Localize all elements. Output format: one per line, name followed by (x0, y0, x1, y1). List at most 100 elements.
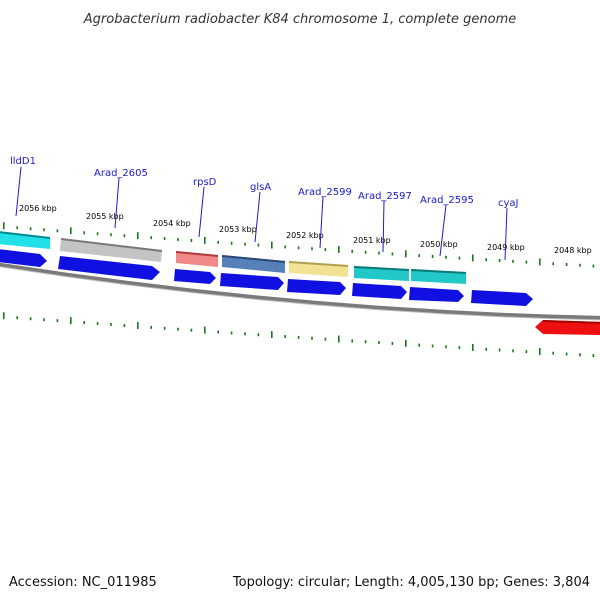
scale-tick (271, 331, 273, 339)
gene-label-cyaJ[interactable]: cyaJ (498, 198, 519, 209)
scale-tick (539, 258, 541, 266)
cds-arrow-reverse[interactable] (535, 320, 600, 335)
scale-tick (150, 325, 152, 329)
scale-tick (204, 326, 206, 334)
scale-label: 2051 kbp (353, 236, 391, 245)
scale-tick (512, 349, 514, 353)
gene-label-arad-2605[interactable]: Arad_2605 (94, 168, 148, 179)
scale-tick (485, 258, 487, 262)
scale-tick (29, 317, 32, 321)
scale-tick (83, 321, 85, 325)
scale-tick (297, 246, 300, 250)
scale-tick (351, 339, 353, 343)
scale-tick (83, 231, 85, 235)
scale-tick (498, 259, 501, 263)
scale-tick (338, 245, 340, 253)
scale-tick (123, 234, 126, 238)
scale-tick (351, 249, 353, 253)
scale-tick (217, 240, 219, 244)
scale-tick (3, 222, 5, 230)
scale-tick (338, 335, 340, 343)
scale-tick (418, 343, 420, 347)
scale-tick (190, 328, 193, 332)
scale-tick (458, 256, 461, 260)
accession-text: Accession: NC_011985 (9, 575, 157, 590)
gene-label-arad-2597[interactable]: Arad_2597 (358, 191, 412, 202)
scale-tick (230, 241, 233, 245)
scale-tick (96, 322, 99, 326)
scale-label: 2052 kbp (286, 231, 324, 240)
scale-tick (592, 354, 595, 358)
genome-summary-text: Topology: circular; Length: 4,005,130 bp… (232, 575, 590, 590)
scale-tick (311, 247, 313, 251)
scale-tick (311, 336, 313, 340)
scale-tick (190, 238, 193, 242)
cds-arrow[interactable] (58, 256, 160, 280)
scale-tick (257, 333, 260, 337)
scale-tick (378, 341, 380, 345)
scale-tick (3, 312, 5, 320)
scale-tick (284, 335, 286, 339)
scale-tick (29, 227, 32, 231)
gene-label-lldD1[interactable]: lldD1 (10, 156, 36, 167)
cds-arrow[interactable] (174, 269, 216, 284)
scale-label: 2056 kbp (19, 204, 57, 213)
gene-bars (0, 231, 466, 284)
gene-label-arad-2599[interactable]: Arad_2599 (298, 187, 352, 198)
cds-arrow[interactable] (352, 283, 407, 299)
scale-label: 2055 kbp (86, 212, 124, 221)
scale-tick (565, 263, 568, 267)
scale-ticks-inner (3, 312, 595, 358)
scale-tick (16, 316, 18, 320)
cds-arrow[interactable] (287, 279, 346, 295)
scale-tick (137, 321, 139, 329)
scale-tick (445, 255, 447, 259)
scale-tick (391, 252, 394, 256)
scale-tick (364, 340, 367, 344)
scale-label: 2054 kbp (153, 219, 191, 228)
gene-label-glsA[interactable]: glsA (250, 182, 271, 193)
scale-tick (150, 236, 152, 240)
scale-tick (431, 344, 434, 348)
scale-label: 2050 kbp (420, 240, 458, 249)
scale-tick (579, 263, 581, 267)
scale-tick (458, 346, 461, 350)
scale-tick (552, 262, 554, 266)
scale-tick (177, 238, 179, 242)
cds-forward-arrows (0, 249, 533, 306)
scale-tick (539, 347, 541, 355)
scale-tick (579, 353, 581, 357)
scale-label: 2048 kbp (554, 246, 592, 255)
scale-tick (297, 335, 300, 339)
scale-tick (56, 229, 59, 233)
cds-arrow[interactable] (0, 249, 47, 267)
scale-tick (472, 343, 474, 351)
gene-label-rpsD[interactable]: rpsD (193, 177, 217, 188)
map-title: Agrobacterium radiobacter K84 chromosome… (83, 12, 516, 27)
cds-arrow[interactable] (471, 290, 533, 306)
scale-tick (70, 317, 72, 325)
scale-tick (16, 226, 18, 230)
gene-label-arad-2595[interactable]: Arad_2595 (420, 195, 474, 206)
scale-tick (525, 260, 528, 264)
scale-tick (217, 330, 219, 334)
scale-tick (163, 237, 166, 241)
scale-tick (137, 232, 139, 240)
scale-tick (552, 351, 554, 355)
cds-arrow[interactable] (409, 287, 464, 302)
scale-tick (244, 332, 246, 336)
scale-tick (56, 319, 59, 323)
scale-tick (271, 241, 273, 249)
scale-tick (70, 227, 72, 235)
scale-tick (405, 339, 407, 347)
scale-tick (498, 348, 501, 352)
scale-tick (592, 264, 595, 268)
cds-arrow[interactable] (220, 273, 284, 290)
scale-tick (324, 248, 327, 252)
scale-tick (391, 341, 394, 345)
scale-tick (565, 352, 568, 356)
scale-tick (364, 250, 367, 254)
gene-bar-arad-2605[interactable] (60, 238, 162, 262)
scale-tick (96, 232, 99, 236)
